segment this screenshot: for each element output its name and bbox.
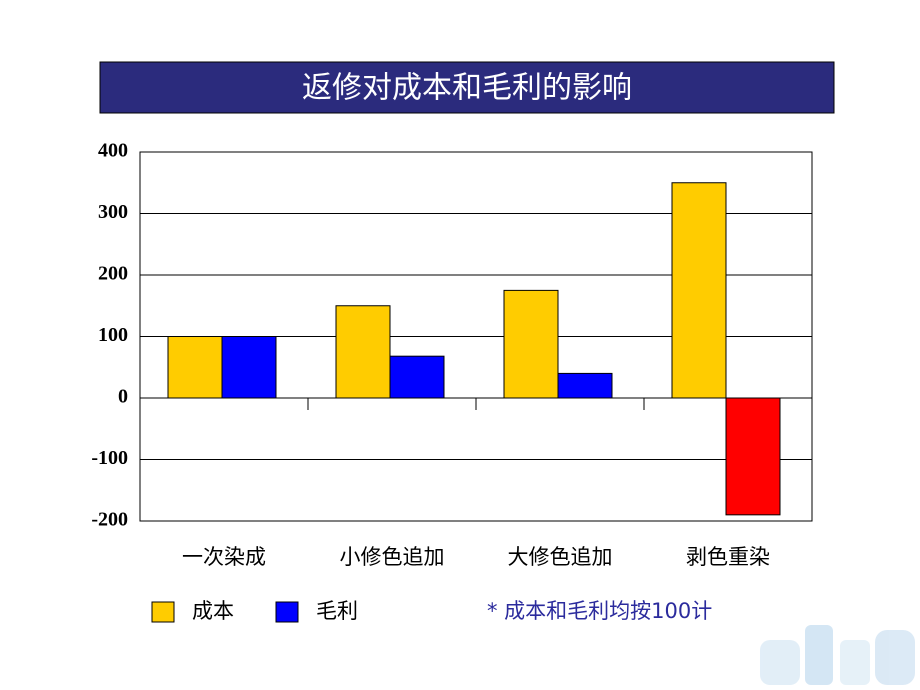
decoration xyxy=(760,625,915,685)
bar xyxy=(503,289,559,399)
bar xyxy=(671,182,727,399)
x-tick-label: 小修色追加 xyxy=(340,545,445,569)
bar xyxy=(221,336,277,399)
bar xyxy=(557,372,613,399)
title-box xyxy=(99,61,835,114)
bar xyxy=(725,397,781,516)
bar xyxy=(167,336,223,399)
y-tick-label: 200 xyxy=(98,263,128,285)
legend-label: 毛利 xyxy=(316,599,358,623)
legend-swatch xyxy=(275,601,299,623)
bar xyxy=(335,305,391,399)
annotation: * 成本和毛利均按100计 xyxy=(487,599,712,623)
chart-title: 返修对成本和毛利的影响 xyxy=(302,71,632,106)
x-tick-label: 剥色重染 xyxy=(686,545,770,569)
y-tick-label: 300 xyxy=(98,201,128,223)
legend-swatch xyxy=(151,601,175,623)
y-tick-label: 0 xyxy=(118,386,128,408)
bar xyxy=(389,355,445,399)
y-tick-label: 100 xyxy=(98,324,128,346)
legend-label: 成本 xyxy=(192,599,234,623)
y-tick-label: -200 xyxy=(91,509,128,531)
x-tick-label: 大修色追加 xyxy=(508,545,613,569)
y-tick-label: 400 xyxy=(98,140,128,162)
y-tick-label: -100 xyxy=(91,447,128,469)
x-tick-label: 一次染成 xyxy=(182,545,266,569)
